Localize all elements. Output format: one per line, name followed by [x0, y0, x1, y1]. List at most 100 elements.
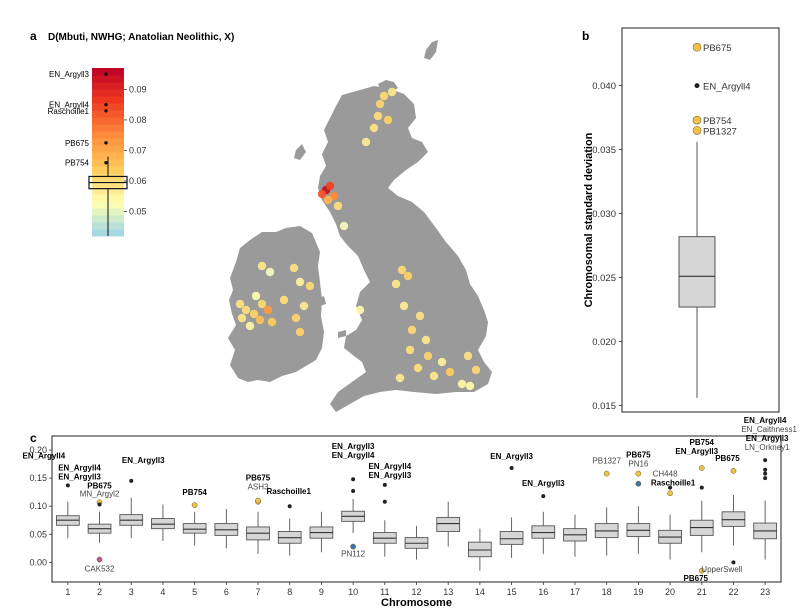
- panel-c-xtick-label: 19: [633, 587, 643, 597]
- colorbar: 0.05 0.06 0.07 0.08 0.09 EN_Argyll3 EN_Argyll4…: [48, 68, 147, 237]
- panel-c-outlier: [731, 560, 736, 565]
- panel-c-label: c: [30, 431, 37, 445]
- panel-c-yticks: 0.00 0.05 0.10 0.15 0.20: [29, 445, 52, 567]
- panel-c-xtick-label: 3: [129, 587, 134, 597]
- colorbar-segment: [92, 103, 124, 111]
- map-sample-point: [317, 189, 327, 199]
- panel-c-ytick-label: 0.10: [29, 501, 47, 511]
- panel-c-box: [499, 531, 524, 545]
- colorbar-tick-label: 0.08: [129, 115, 147, 125]
- panel-c-outlier: [635, 480, 642, 487]
- panel-b-outlier-label: PB675: [703, 43, 732, 54]
- panel-c-xtick-label: 9: [319, 587, 324, 597]
- map-sample-point: [391, 279, 401, 289]
- panel-c-outlier: [698, 465, 705, 471]
- panel-b-outlier: [692, 115, 702, 125]
- panel-c-xtick-label: 21: [697, 587, 707, 597]
- colorbar-segment: [92, 145, 124, 153]
- panel-c-outlier-label: CAK532: [85, 565, 115, 574]
- colorbar-point: [104, 141, 108, 145]
- map-sample-point: [395, 373, 405, 383]
- panel-b-ytick-label: 0.030: [592, 209, 616, 220]
- panel-c-outlier: [351, 477, 356, 482]
- colorbar-point: [104, 102, 108, 107]
- panel-b-ylabel: Chromosomal standard deviation: [583, 132, 595, 307]
- map-sample-point: [423, 351, 433, 361]
- panel-c-box: [721, 511, 746, 527]
- panel-b-ytick-label: 0.025: [592, 273, 616, 284]
- panel-c-outlier: [191, 502, 198, 508]
- panel-c-outlier-label: EN_Argyll3: [332, 442, 375, 451]
- panel-b-frame: [621, 27, 780, 413]
- panel-c-outlier-label: LN_Orkney1: [745, 443, 790, 452]
- panel-a-map: D(Mbuti, NWHG; Anatolian Neolithic, X) 0…: [48, 32, 492, 412]
- map-sample-point: [251, 291, 261, 301]
- map-sample-point: [373, 111, 383, 121]
- map-sample-point: [397, 265, 407, 275]
- panel-b-ytick-label: 0.040: [592, 81, 616, 92]
- panel-c-xtick-label: 4: [160, 587, 165, 597]
- panel-c-outlier: [96, 556, 103, 563]
- panel-c-outlier-label: EN_Argyll4: [744, 416, 787, 425]
- map-sample-point: [369, 123, 379, 133]
- colorbar-segment: [92, 180, 124, 188]
- panel-c-xtick-label: 14: [475, 587, 485, 597]
- map-sample-point: [457, 379, 467, 389]
- map-sample-point: [279, 295, 289, 305]
- map-sample-point: [265, 267, 275, 277]
- isle-of-man: [318, 296, 326, 306]
- colorbar-point-label: EN_Argyll4: [49, 101, 90, 110]
- panel-b-ytick-label: 0.015: [592, 401, 616, 412]
- panel-c-xtick-label: 11: [380, 587, 389, 597]
- panel-c-outlier: [509, 466, 514, 471]
- panel-c-outlier-label: PB675: [87, 481, 112, 490]
- panel-c-box: [468, 541, 492, 558]
- map-sample-point: [257, 299, 267, 309]
- map-sample-point: [445, 367, 455, 377]
- panel-c-outlier: [382, 482, 387, 487]
- panel-b-outlier-label: PB754: [703, 116, 732, 127]
- colorbar-segment: [92, 82, 124, 90]
- panel-c-xtick-label: 16: [538, 587, 548, 597]
- panel-c-outlier-label: EN_Argyll3: [490, 452, 533, 461]
- panel-c-outlier: [603, 470, 610, 477]
- panel-c-outlier-label: EN_Argyll3: [675, 447, 718, 456]
- colorbar-tick-label: 0.09: [129, 84, 147, 94]
- panel-c-xtick-label: 22: [728, 587, 738, 597]
- colorbar-segment: [92, 117, 124, 125]
- map-sample-point: [255, 315, 265, 325]
- anglesey: [338, 330, 346, 338]
- panel-c-outlier: [350, 543, 356, 550]
- panel-c-outlier-label: EN_Argyll4: [368, 462, 411, 471]
- panel-c-plot: EN_Argyll4EN_Argyll4EN_Argyll3PB675MN_Ar…: [23, 416, 798, 583]
- panel-c-box: [182, 523, 207, 534]
- panel-c-outlier-label: EN_Argyll4: [332, 451, 375, 460]
- panel-b-outlier-label: EN_Argyll4: [703, 82, 751, 93]
- panel-c-outlier-label: PB754: [182, 488, 207, 497]
- map-sample-point: [237, 313, 247, 323]
- panel-c-outlier-label: EN_Caithness1: [741, 425, 797, 434]
- colorbar-point: [104, 72, 108, 76]
- panel-c-xticks: 1 2 3 4 5 6 7 8 9 10 11 12 13 14 15 16 17 18 19 20 21 22 23: [65, 582, 770, 597]
- map-sample-point: [267, 317, 277, 327]
- land-map: [228, 40, 492, 412]
- map-title: D(Mbuti, NWHG; Anatolian Neolithic, X): [48, 32, 234, 43]
- panel-c-box: [436, 516, 461, 532]
- colorbar-point-label: EN_Argyll3: [49, 70, 90, 79]
- map-sample-point: [355, 305, 365, 315]
- map-sample-point: [305, 281, 315, 291]
- colorbar-tick-label: 0.05: [129, 207, 147, 217]
- colorbar-segment: [92, 131, 124, 139]
- panel-c-outlier-label: PB675: [684, 574, 709, 583]
- panel-c-outlier-label: CH448: [653, 469, 678, 478]
- panel-c-outlier-label: ASH3: [248, 483, 269, 492]
- colorbar-segment: [92, 89, 124, 97]
- panel-c-outlier-label: MN_Argyl2: [80, 489, 120, 498]
- map-sample-point: [241, 305, 251, 315]
- panel-c-outlier-label: PN16: [628, 460, 649, 469]
- panel-c-outlier: [635, 470, 642, 477]
- map-sample-point: [235, 299, 245, 309]
- map-sample-point: [375, 99, 385, 109]
